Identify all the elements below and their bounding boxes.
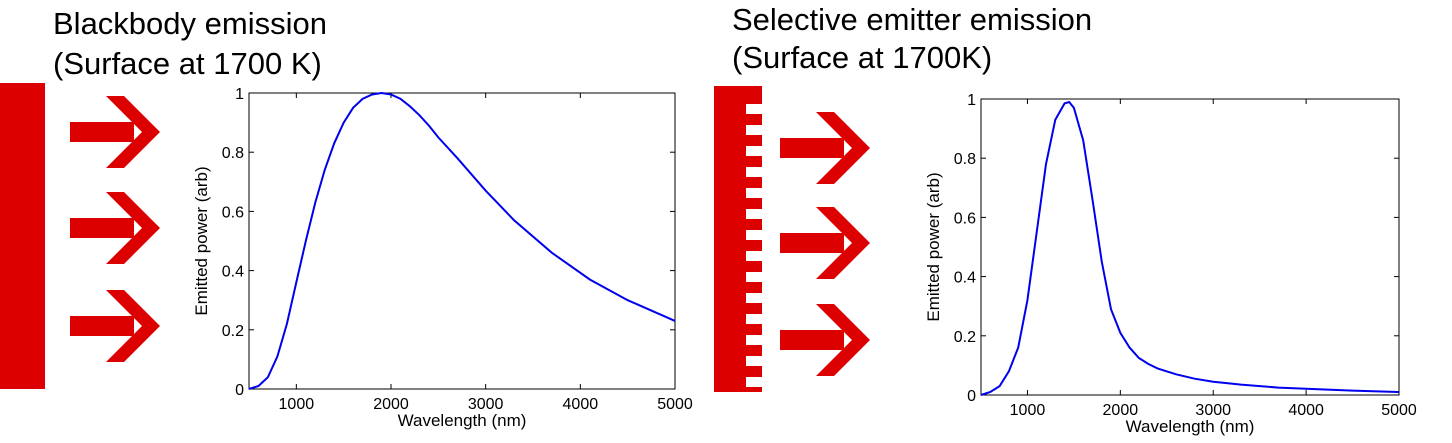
panel-2-heading-line-2: (Surface at 1700K): [732, 40, 993, 75]
y-tick-label: 0.4: [954, 270, 976, 287]
y-axis-label: Emitted power (arb): [924, 172, 943, 321]
grating-slot: [746, 104, 762, 114]
y-tick-label: 0.6: [954, 210, 976, 227]
y-tick-label: 0: [235, 382, 244, 399]
grating-slot: [746, 146, 762, 156]
grating-slot: [746, 293, 762, 303]
x-tick-label: 1000: [279, 396, 315, 413]
y-tick-label: 0: [967, 388, 976, 405]
y-tick-label: 0.8: [222, 145, 244, 162]
panel-2-heading-line-1: Selective emitter emission: [732, 2, 1093, 37]
grating-slot: [746, 125, 762, 135]
x-tick-label: 5000: [657, 396, 693, 413]
grating-slot: [746, 230, 762, 240]
y-tick-label: 0.6: [222, 204, 244, 221]
panel-1-heading-line-2: (Surface at 1700 K): [53, 46, 322, 81]
blackbody-surface: [0, 83, 45, 389]
x-tick-label: 3000: [468, 396, 504, 413]
emission-arrow: [780, 112, 870, 184]
x-axis-label: Wavelength (nm): [1126, 417, 1255, 436]
emission-curve: [248, 91, 676, 390]
x-tick-label: 4000: [1288, 402, 1324, 419]
emission-arrow: [70, 192, 160, 264]
grating-slot: [746, 209, 762, 219]
grating-slot: [746, 335, 762, 345]
x-tick-label: 5000: [1381, 402, 1417, 419]
selective-emitter-surface: [714, 86, 762, 392]
grating-slot: [746, 251, 762, 261]
x-tick-label: 4000: [563, 396, 599, 413]
emission-arrow: [780, 207, 870, 279]
y-tick-label: 1: [235, 86, 244, 103]
emission-arrow: [780, 304, 870, 376]
plot-frame: [248, 92, 676, 390]
emission-arrow: [70, 290, 160, 362]
grating-slot: [746, 272, 762, 282]
y-axis-label: Emitted power (arb): [192, 166, 211, 315]
y-tick-label: 0.2: [222, 323, 244, 340]
y-tick-label: 1: [967, 92, 976, 109]
grating-slot: [746, 167, 762, 177]
y-tick-label: 0.4: [222, 264, 244, 281]
x-tick-label: 3000: [1195, 402, 1231, 419]
y-tick-label: 0.8: [954, 151, 976, 168]
plot-frame: [980, 98, 1400, 396]
y-tick-label: 0.2: [954, 329, 976, 346]
emission-arrow: [70, 96, 160, 168]
grating-slot: [746, 377, 762, 387]
emission-curve: [980, 100, 1400, 396]
grating-slot: [746, 188, 762, 198]
x-tick-label: 2000: [373, 396, 409, 413]
right-arrows: [780, 112, 870, 376]
left-arrows: [70, 96, 160, 362]
blackbody-chart: 1000 2000 3000 4000 5000 0 0.2 0.4 0.6 0.8 1 Wavele…: [192, 86, 693, 430]
x-tick-label: 2000: [1103, 402, 1139, 419]
grating-slot: [746, 356, 762, 366]
panel-1-heading-line-1: Blackbody emission: [53, 6, 327, 41]
x-axis-label: Wavelength (nm): [398, 411, 527, 430]
grating-slot: [746, 314, 762, 324]
selective-emitter-chart: 1000 2000 3000 4000 5000 0 0.2 0.4 0.6 0.8 1 Wavele…: [924, 92, 1417, 436]
x-tick-label: 1000: [1010, 402, 1046, 419]
